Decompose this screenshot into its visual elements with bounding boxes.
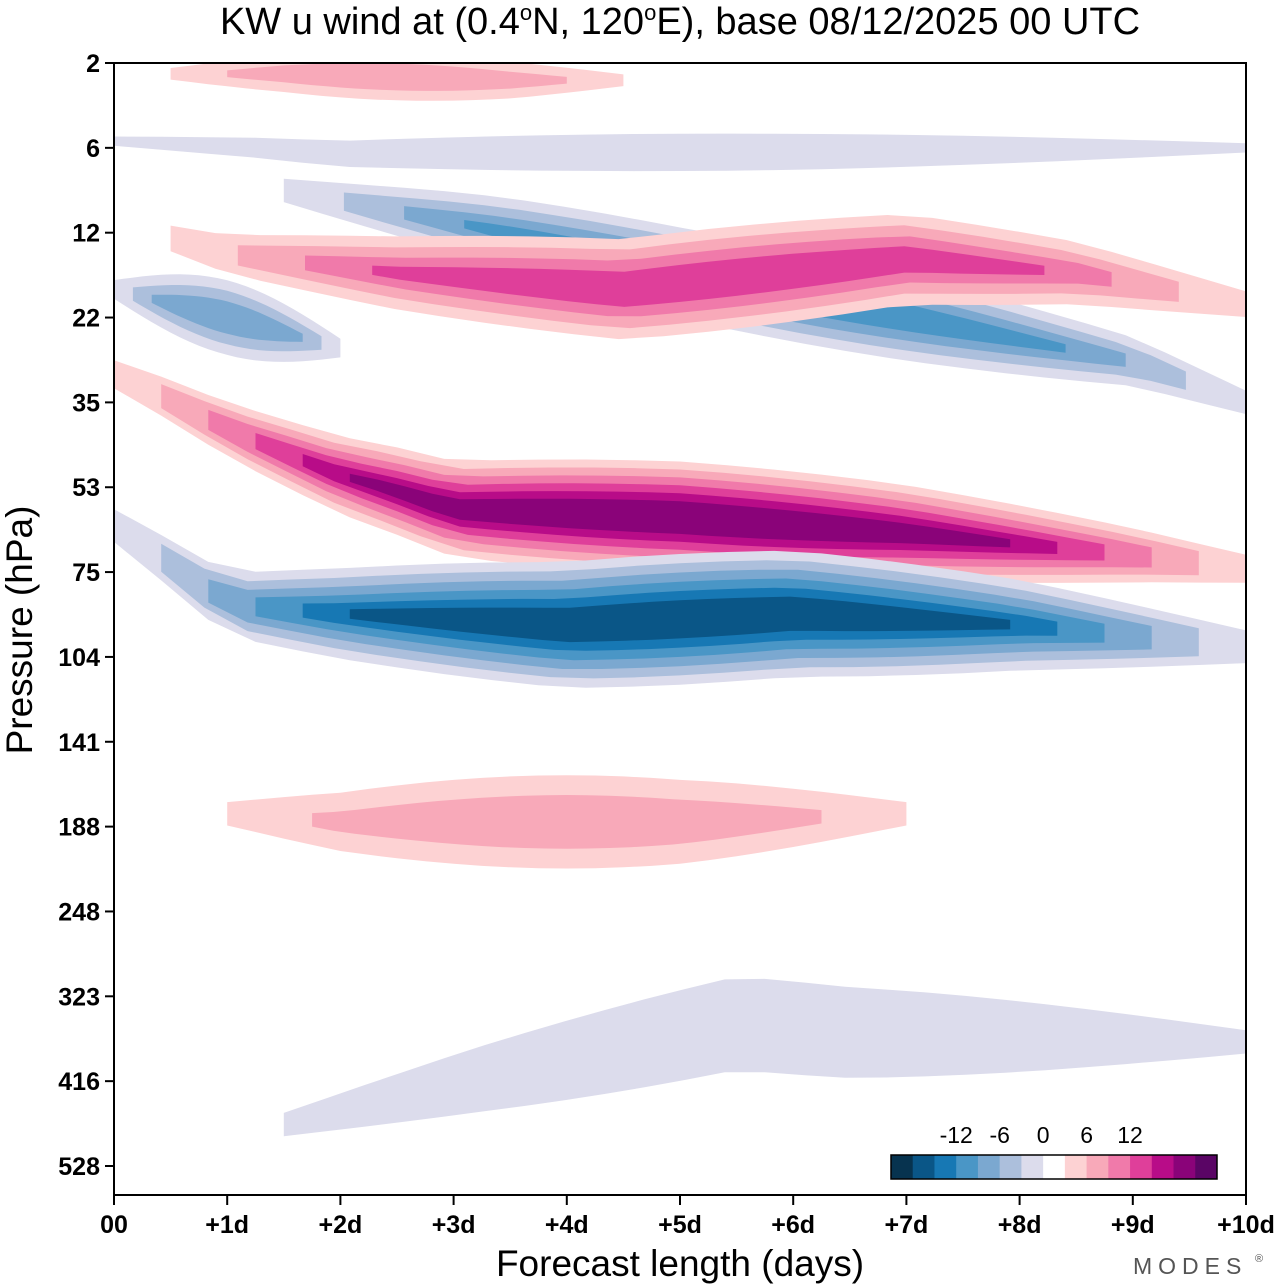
title-prefix: KW u wind at (0.4 [220,1,520,43]
title-mid: N, 120 [532,1,644,43]
y-tick-label: 75 [72,559,100,587]
title-suffix: E), base 08/12/2025 00 UTC [656,1,1140,43]
y-tick-label: 6 [86,135,100,163]
contour-band-1-level-1 [114,133,1246,172]
colorbar-swatch [1108,1155,1131,1179]
colorbar-label: 0 [1037,1122,1050,1148]
x-tick-label: +9d [1111,1211,1155,1239]
y-tick-label: 12 [72,220,100,248]
x-tick-label: +1d [205,1211,249,1239]
colorbar-label: 12 [1117,1122,1143,1148]
contour-band-6-level-6 [349,596,1011,643]
colorbar-swatch [1173,1155,1196,1179]
colorbar-swatch [1151,1155,1175,1179]
y-tick-label: 528 [58,1153,100,1181]
x-tick-label: +7d [885,1211,929,1239]
y-tick-label: 323 [58,983,100,1011]
colorbar-frame [890,1154,1218,1180]
contour-band-0-level-2 [227,63,567,91]
x-tick-label: 00 [100,1211,128,1239]
modes-registered-mark: ® [1255,1253,1263,1265]
colorbar-swatch [934,1155,957,1179]
title-degree-1: o [520,0,532,25]
contour-band-5-level-6 [349,473,1011,548]
title-degree-2: o [644,0,656,25]
contour-band-7-level-2 [312,795,822,849]
colorbar-label: -12 [940,1122,973,1148]
y-tick-label: 104 [58,644,100,672]
x-tick-label: +10d [1217,1211,1275,1239]
y-tick-label: 416 [58,1068,100,1096]
contour-band-4-level-3 [151,294,303,342]
y-axis: 2 6 12 22 35 53 75 104 141 188 248 323 416 528 [58,50,114,1181]
y-tick-label: 141 [58,729,100,757]
colorbar-swatch [1064,1155,1088,1179]
colorbar-swatch [1043,1155,1066,1179]
y-tick-label: 248 [58,898,100,926]
chart-title: KW u wind at (0.4oN, 120oE), base 08/12/… [220,0,1140,43]
contour-band-8-level-1 [283,978,1246,1137]
x-tick-label: +5d [658,1211,702,1239]
y-tick-label: 35 [72,389,100,417]
modes-brand: MODES [1133,1253,1247,1279]
colorbar-swatch [1195,1155,1218,1179]
contour-band-3-level-4 [372,246,1045,307]
plot-area [113,62,1247,1196]
colorbar-legend: -12 -6 0 6 12 [890,1122,1218,1180]
colorbar-swatch [1086,1155,1109,1179]
y-tick-label: 2 [86,50,100,78]
y-tick-label: 22 [72,305,100,333]
colorbar-swatch [1130,1155,1153,1179]
contour-layer [114,63,1246,1137]
colorbar-swatch [891,1155,914,1179]
x-tick-label: +8d [998,1211,1042,1239]
colorbar-swatch [1021,1155,1044,1179]
colorbar-swatch [956,1155,979,1179]
y-tick-label: 53 [72,474,100,502]
x-tick-label: +4d [545,1211,589,1239]
colorbar-swatch [912,1155,935,1179]
y-tick-label: 188 [58,814,100,842]
colorbar-swatch [977,1155,1001,1179]
x-tick-label: +3d [432,1211,476,1239]
x-axis-label: Forecast length (days) [496,1243,864,1284]
colorbar-swatch [999,1155,1022,1179]
x-tick-label: +2d [319,1211,363,1239]
x-tick-label: +6d [771,1211,815,1239]
colorbar-label: 6 [1080,1122,1093,1148]
y-axis-label: Pressure (hPa) [0,506,40,755]
colorbar-label: -6 [989,1122,1009,1148]
x-axis: 00 +1d +2d +3d +4d +5d +6d +7d +8d +9d +10d [100,1195,1275,1239]
